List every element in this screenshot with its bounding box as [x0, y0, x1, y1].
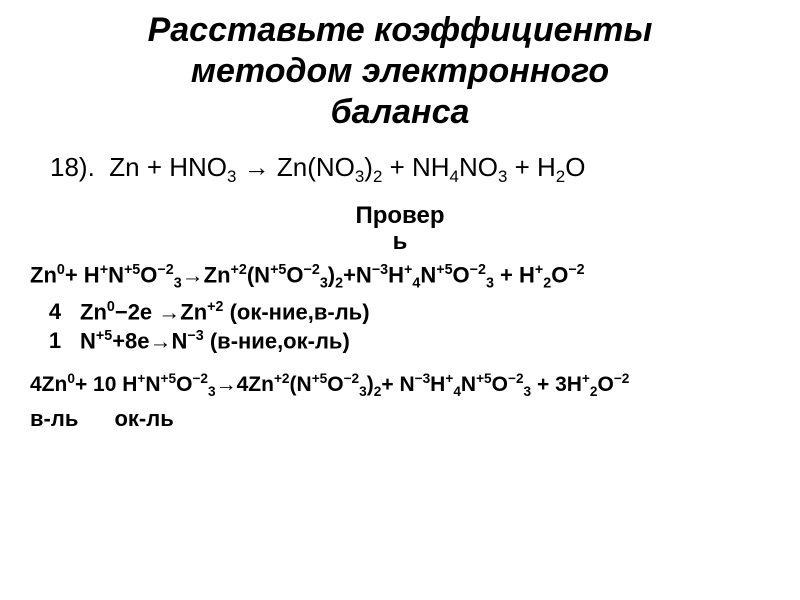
detailed-equation-oxstates: Zn0+ H+N+5O−23→Zn+2(N+5O−23)2+N−3H+4N+5O… — [30, 260, 770, 294]
balance-row-zn: 4 Zn0−2e →Zn+2 (ок-ние,в-ль) — [30, 299, 770, 325]
reducer-label: в-ль — [30, 406, 78, 432]
roles-labels: в-ль ок-ль — [30, 406, 770, 432]
oxidizer-label: ок-ль — [114, 406, 173, 432]
check-label: Провер ь — [30, 203, 770, 256]
balance-row-n: 1 N+5+8e→N−3 (в-ние,ок-ль) — [30, 328, 770, 354]
page-title: Расставьте коэффициенты методом электрон… — [30, 10, 770, 132]
final-equation: 4Zn0+ 10 H+N+5O−23→4Zn+2(N+5O−23)2+ N−3H… — [30, 370, 770, 401]
main-equation: 18). Zn + HNO3 → Zn(NO3)2 + NH4NO3 + H2O — [50, 152, 770, 187]
